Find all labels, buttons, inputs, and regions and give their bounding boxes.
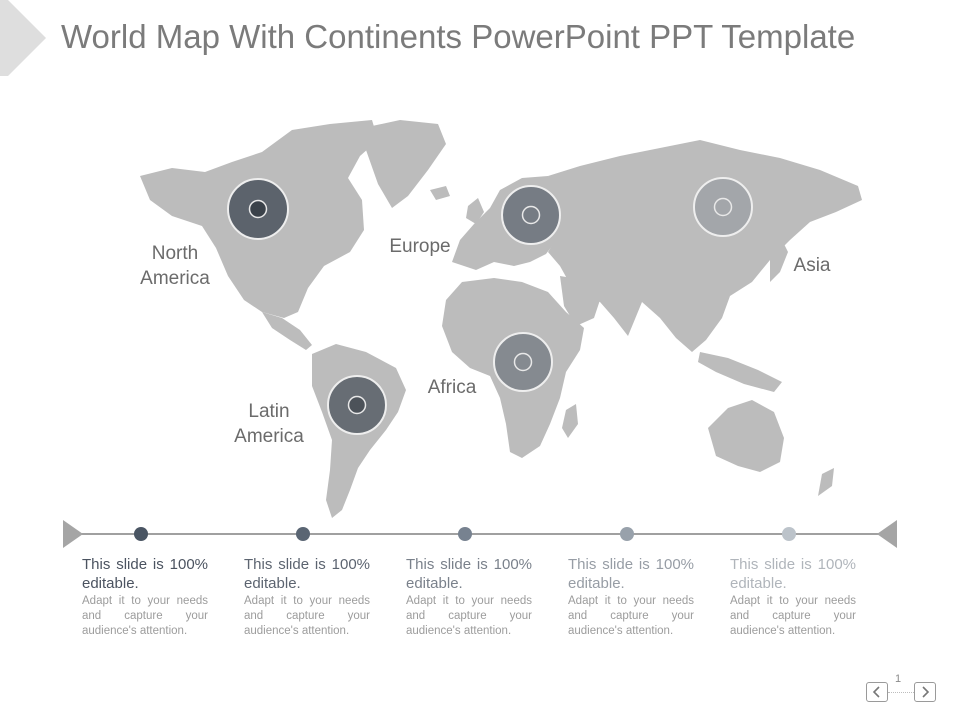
region-label-europe: Europe (389, 236, 451, 257)
landmass-arctic-islands (288, 124, 352, 152)
landmass-greenland (366, 120, 446, 208)
corner-chevron-decoration (0, 0, 46, 76)
landmass-asia (548, 140, 862, 352)
region-label-latin-america: Latin America (234, 401, 304, 447)
card-body: Adapt it to your needs and capture your … (568, 595, 694, 637)
marker-latin-america[interactable] (327, 375, 387, 435)
next-slide-button[interactable] (914, 682, 936, 702)
region-label-africa: Africa (427, 377, 477, 398)
timeline-card: This slide is 100% editable. Adapt it to… (82, 555, 208, 639)
landmass-australia (708, 400, 784, 472)
chevron-left-icon (872, 686, 880, 698)
slide-title: World Map With Continents PowerPoint PPT… (61, 18, 856, 55)
landmass-iceland (430, 186, 450, 200)
card-body: Adapt it to your needs and capture your … (406, 595, 532, 637)
landmass-madagascar (562, 404, 578, 438)
landmass-arabia (560, 276, 600, 326)
card-body: Adapt it to your needs and capture your … (244, 595, 370, 637)
landmass-uk (466, 198, 484, 224)
timeline-card: This slide is 100% editable. Adapt it to… (568, 555, 694, 639)
region-label-north-america: North America (140, 243, 210, 289)
marker-north-america[interactable] (227, 178, 289, 240)
region-label-asia: Asia (793, 255, 831, 276)
nav-separator (888, 692, 914, 693)
marker-europe[interactable] (501, 185, 561, 245)
marker-africa[interactable] (493, 332, 553, 392)
card-heading: This slide is 100% editable. (406, 556, 532, 592)
timeline-card: This slide is 100% editable. Adapt it to… (244, 555, 370, 639)
page-number: 1 (895, 673, 902, 685)
landmass-central-america (262, 312, 312, 350)
timeline-card: This slide is 100% editable. Adapt it to… (730, 555, 856, 639)
landmass-new-zealand (818, 468, 834, 496)
card-heading: This slide is 100% editable. (244, 556, 370, 592)
marker-asia[interactable] (693, 177, 753, 237)
landmass-japan (770, 240, 788, 282)
card-heading: This slide is 100% editable. (82, 556, 208, 592)
timeline-card: This slide is 100% editable. Adapt it to… (406, 555, 532, 639)
card-body: Adapt it to your needs and capture your … (82, 595, 208, 637)
card-heading: This slide is 100% editable. (568, 556, 694, 592)
card-heading: This slide is 100% editable. (730, 556, 856, 592)
previous-slide-button[interactable] (866, 682, 888, 702)
chevron-right-icon (922, 686, 930, 698)
landmass-southeast-asia-islands (698, 352, 782, 392)
card-body: Adapt it to your needs and capture your … (730, 595, 856, 637)
